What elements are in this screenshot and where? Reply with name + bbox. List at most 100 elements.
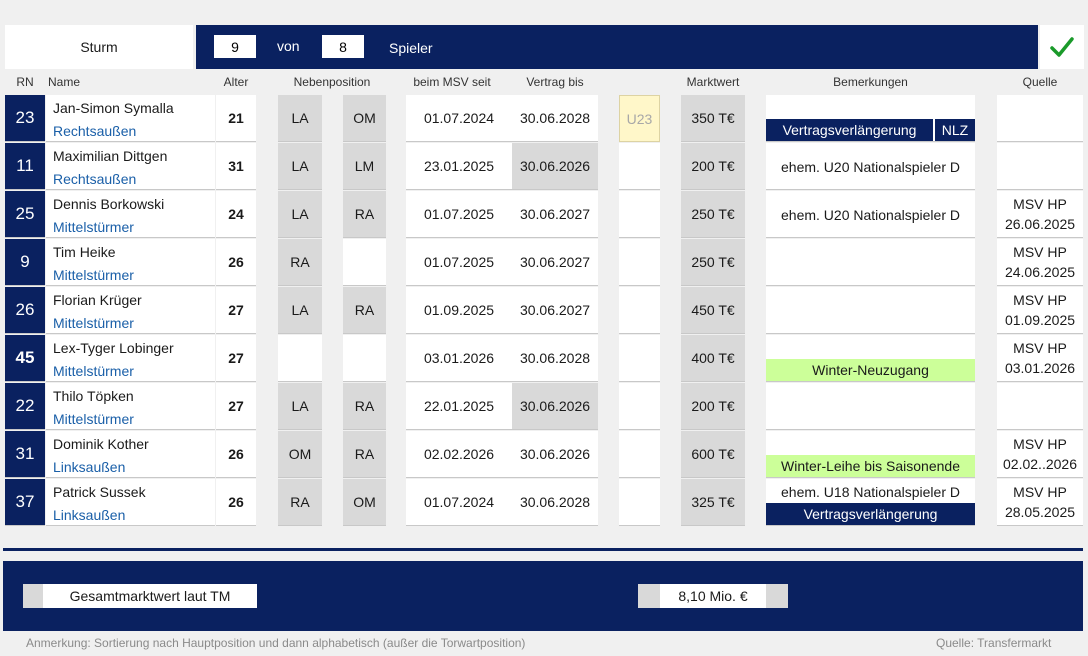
col-header-vertrag: Vertrag bis: [526, 75, 584, 89]
status-tag-navy: Vertragsverlängerung: [766, 119, 933, 141]
player-name[interactable]: Dennis Borkowski: [53, 196, 165, 212]
col-header-marktwert: Marktwert: [686, 75, 740, 89]
remarks-cell: ehem. U18 Nationalspieler D Vertragsverlä…: [766, 479, 975, 526]
market-value: 450 T€: [681, 287, 745, 334]
player-name[interactable]: Lex-Tyger Lobinger: [53, 340, 174, 356]
col-header-seit: beim MSV seit: [413, 75, 491, 89]
secondary-position-2: RA: [343, 287, 386, 334]
player-name[interactable]: Jan-Simon Symalla: [53, 100, 174, 116]
source-cell: MSV HP 28.05.2025: [997, 479, 1083, 526]
source-cell: [997, 143, 1083, 190]
player-name-cell[interactable]: Thilo Töpken Mittelstürmer: [46, 383, 215, 430]
total-market-value-label: Gesamtmarktwert laut TM: [23, 584, 257, 608]
player-count-current[interactable]: 9: [213, 34, 257, 59]
u23-cell: [619, 191, 660, 238]
remarks-cell: Vertragsverlängerung NLZ: [766, 95, 975, 142]
player-name[interactable]: Maximilian Dittgen: [53, 148, 168, 164]
remark-text: ehem. U20 Nationalspieler D: [781, 206, 960, 223]
player-position: Mittelstürmer: [53, 219, 134, 235]
secondary-position-2: OM: [343, 479, 386, 526]
player-position: Linksaußen: [53, 507, 126, 523]
market-value: 400 T€: [681, 335, 745, 382]
secondary-position-2: OM: [343, 95, 386, 142]
secondary-position-1: LA: [278, 383, 322, 430]
player-count-total[interactable]: 8: [321, 34, 365, 59]
source-name: MSV HP: [1013, 484, 1067, 500]
source-name: MSV HP: [1013, 196, 1067, 212]
rn-cell: 23: [5, 95, 45, 142]
source-cell: MSV HP 26.06.2025: [997, 191, 1083, 238]
since-date: 03.01.2026: [406, 335, 512, 382]
market-value: 325 T€: [681, 479, 745, 526]
col-header-quelle: Quelle: [1022, 75, 1058, 89]
secondary-position-2: LM: [343, 143, 386, 190]
col-header-rn: RN: [16, 75, 34, 89]
source-date: 03.01.2026: [1004, 360, 1076, 376]
since-date: 23.01.2025: [406, 143, 512, 190]
contract-until: 30.06.2028: [512, 479, 598, 526]
since-date: 01.07.2024: [406, 479, 512, 526]
player-name[interactable]: Dominik Kother: [53, 436, 149, 452]
source-name: MSV HP: [1013, 436, 1067, 452]
contract-until: 30.06.2027: [512, 191, 598, 238]
market-value: 250 T€: [681, 191, 745, 238]
rn-cell: 31: [5, 431, 45, 478]
player-name[interactable]: Florian Krüger: [53, 292, 142, 308]
rn-cell: 25: [5, 191, 45, 238]
player-name-cell[interactable]: Tim Heike Mittelstürmer: [46, 239, 215, 286]
player-name-cell[interactable]: Dennis Borkowski Mittelstürmer: [46, 191, 215, 238]
since-date: 02.02.2026: [406, 431, 512, 478]
footer-bar: Gesamtmarktwert laut TM 8,10 Mio. €: [3, 561, 1083, 631]
source-cell: MSV HP 02.02..2026: [997, 431, 1083, 478]
player-name-cell[interactable]: Florian Krüger Mittelstürmer: [46, 287, 215, 334]
u23-cell: [619, 287, 660, 334]
sort-note: Anmerkung: Sortierung nach Hauptposition…: [26, 636, 526, 650]
source-name: MSV HP: [1013, 340, 1067, 356]
rn-cell: 26: [5, 287, 45, 334]
since-date: 01.07.2025: [406, 239, 512, 286]
u23-cell: [619, 479, 660, 526]
u23-cell: U23: [619, 95, 660, 142]
contract-until: 30.06.2026: [512, 431, 598, 478]
age-cell: 27: [216, 383, 256, 430]
source-cell: MSV HP 24.06.2025: [997, 239, 1083, 286]
player-name-cell[interactable]: Jan-Simon Symalla Rechtsaußen: [46, 95, 215, 142]
remarks-cell: ehem. U20 Nationalspieler D: [766, 191, 975, 238]
contract-until: 30.06.2028: [512, 95, 598, 142]
player-name-cell[interactable]: Dominik Kother Linksaußen: [46, 431, 215, 478]
player-name[interactable]: Tim Heike: [53, 244, 116, 260]
player-position: Mittelstürmer: [53, 411, 134, 427]
secondary-position-1: LA: [278, 95, 322, 142]
confirm-button[interactable]: [1040, 25, 1084, 69]
since-date: 01.07.2024: [406, 95, 512, 142]
status-tag-navy: Vertragsverlängerung: [766, 503, 975, 525]
player-position: Rechtsaußen: [53, 171, 137, 187]
remark-text: ehem. U20 Nationalspieler D: [781, 158, 960, 175]
source-cell: MSV HP 01.09.2025: [997, 287, 1083, 334]
source-date: 02.02..2026: [1003, 456, 1077, 472]
rn-cell: 11: [5, 143, 45, 190]
market-value: 200 T€: [681, 143, 745, 190]
secondary-position-1: [278, 335, 322, 382]
rn-cell: 22: [5, 383, 45, 430]
source-date: 24.06.2025: [1004, 264, 1076, 280]
u23-cell: [619, 239, 660, 286]
remarks-cell: [766, 239, 975, 286]
age-cell: 26: [216, 479, 256, 526]
player-name[interactable]: Thilo Töpken: [53, 388, 134, 404]
section-title: Sturm: [5, 25, 193, 69]
player-name-cell[interactable]: Patrick Sussek Linksaußen: [46, 479, 215, 526]
player-name[interactable]: Patrick Sussek: [53, 484, 146, 500]
contract-until: 30.06.2026: [512, 383, 598, 430]
age-cell: 26: [216, 431, 256, 478]
u23-cell: [619, 383, 660, 430]
player-name-cell[interactable]: Lex-Tyger Lobinger Mittelstürmer: [46, 335, 215, 382]
rn-cell: 37: [5, 479, 45, 526]
secondary-position-1: RA: [278, 479, 322, 526]
age-cell: 21: [216, 95, 256, 142]
player-name-cell[interactable]: Maximilian Dittgen Rechtsaußen: [46, 143, 215, 190]
total-market-value: 8,10 Mio. €: [638, 584, 788, 608]
source-name: MSV HP: [1013, 292, 1067, 308]
age-cell: 27: [216, 335, 256, 382]
source-cell: [997, 95, 1083, 142]
